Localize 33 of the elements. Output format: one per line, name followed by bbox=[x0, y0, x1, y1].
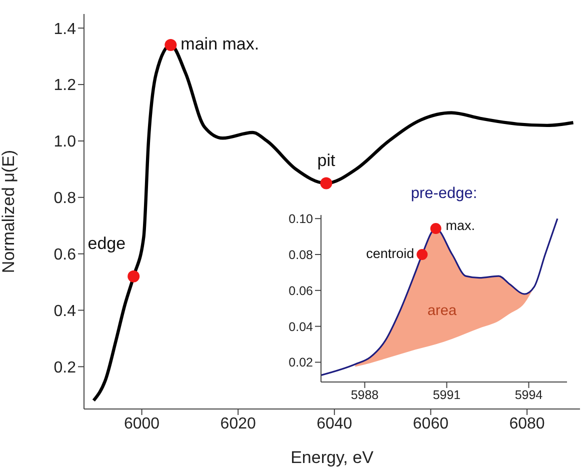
x-tick-label: 6020 bbox=[220, 415, 256, 432]
annotation: edge bbox=[88, 234, 126, 253]
point bbox=[128, 270, 140, 282]
point bbox=[164, 39, 177, 52]
y-tick-label: 0.6 bbox=[54, 246, 76, 264]
y-tick-label: 0.08 bbox=[288, 248, 314, 262]
y-tick-label: 1.0 bbox=[54, 134, 76, 151]
y-tick-label: 1.4 bbox=[54, 20, 76, 38]
point bbox=[320, 177, 332, 190]
y-tick-label: 0.04 bbox=[288, 320, 314, 334]
x-tick-label: 6060 bbox=[412, 415, 449, 432]
x-tick-label: 5988 bbox=[350, 388, 379, 402]
y-tick-label: 0.4 bbox=[54, 302, 76, 320]
annotation: centroid bbox=[366, 246, 414, 262]
x-tick-label: 5994 bbox=[514, 388, 543, 402]
y-tick-label: 0.2 bbox=[54, 359, 76, 376]
annotation: area bbox=[426, 303, 458, 319]
chart-title: pre-edge: bbox=[410, 185, 478, 203]
x-tick-label: 6040 bbox=[316, 415, 352, 432]
annotation: main max. bbox=[180, 34, 260, 54]
y-tick-label: 0.02 bbox=[288, 356, 314, 370]
x-axis-title: Energy, eV bbox=[290, 448, 374, 467]
annotation: pit bbox=[317, 150, 336, 170]
x-tick-label: 5991 bbox=[432, 388, 461, 402]
y-tick-label: 0.8 bbox=[54, 190, 76, 208]
line-series bbox=[321, 218, 558, 376]
y-tick-label: 1.2 bbox=[54, 77, 76, 94]
x-tick-label: 6000 bbox=[124, 415, 160, 432]
y-tick-label: 0.06 bbox=[288, 284, 314, 298]
y-axis-title: Normalized μ(E) bbox=[0, 150, 18, 274]
y-tick-label: 0.10 bbox=[288, 212, 314, 226]
annotation: max. bbox=[446, 218, 476, 234]
x-tick-label: 6080 bbox=[509, 415, 545, 432]
